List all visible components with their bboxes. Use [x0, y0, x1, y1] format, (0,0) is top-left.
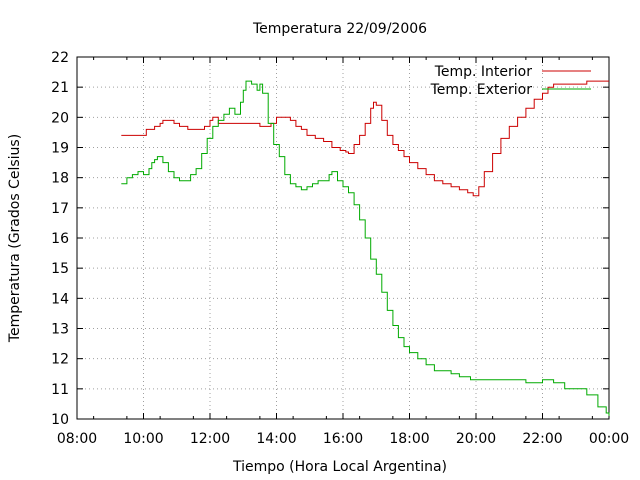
y-tick-label: 11	[51, 382, 69, 398]
y-tick-label: 17	[51, 201, 69, 217]
series-line-temp-exterior	[121, 80, 610, 416]
x-tick-label: 00:00	[589, 431, 629, 447]
x-tick-label: 14:00	[256, 431, 296, 447]
y-tick-label: 22	[51, 50, 69, 66]
axis-ticks	[76, 56, 610, 420]
y-tick-label: 13	[51, 322, 69, 338]
y-tick-label: 18	[51, 171, 69, 187]
y-tick-label: 10	[51, 412, 69, 428]
x-tick-label: 08:00	[57, 431, 97, 447]
y-tick-label: 19	[51, 141, 69, 157]
grid	[77, 57, 609, 419]
y-tick-label: 14	[51, 291, 69, 307]
x-tick-label: 22:00	[522, 431, 562, 447]
legend-label-temp-exterior: Temp. Exterior	[430, 82, 533, 98]
legend-label-temp-interior: Temp. Interior	[434, 64, 533, 80]
x-tick-label: 18:00	[389, 431, 429, 447]
x-tick-label: 10:00	[123, 431, 163, 447]
x-tick-label: 16:00	[323, 431, 363, 447]
x-axis-label: Tiempo (Hora Local Argentina)	[232, 459, 447, 475]
x-tick-label: 12:00	[190, 431, 230, 447]
y-axis-label: Temperatura (Grados Celsius)	[7, 134, 23, 343]
y-tick-label: 20	[51, 110, 69, 126]
y-tick-label: 21	[51, 80, 69, 96]
y-tick-label: 15	[51, 261, 69, 277]
series-line-temp-interior	[121, 80, 609, 197]
series-lines	[121, 80, 610, 416]
tick-labels: 10 11 12 13 14 15 16 17 18 19 20 21 22 08:00 10:00 12:0…	[51, 50, 629, 447]
chart-title: Temperatura 22/09/2006	[252, 21, 427, 37]
y-tick-label: 16	[51, 231, 69, 247]
x-tick-label: 20:00	[456, 431, 496, 447]
legend: Temp. Interior Temp. Exterior	[430, 64, 591, 98]
y-tick-label: 12	[51, 352, 69, 368]
